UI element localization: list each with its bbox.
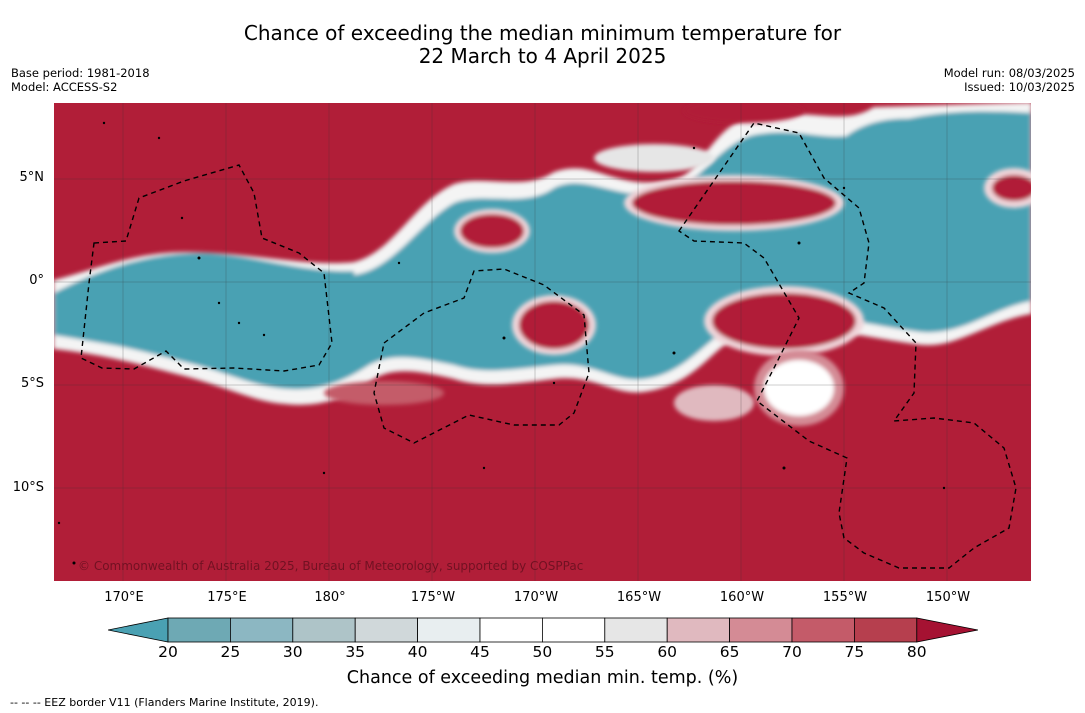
red-blob-3-core <box>519 301 589 349</box>
colorbar-tick-label: 20 <box>158 643 178 661</box>
colorbar-segment <box>354 617 418 643</box>
teal-northeast-blob <box>844 103 1031 224</box>
red-blob-4-core <box>712 293 856 349</box>
lon-label-170w: 170°W <box>513 590 559 605</box>
lat-label-5s: 5°S <box>20 376 44 391</box>
colorbar-segment <box>854 617 918 643</box>
colorbar-segment <box>729 617 793 643</box>
colorbar-segment <box>666 617 731 643</box>
red-blobs <box>454 103 1031 356</box>
colorbar-tick-label: 50 <box>532 643 553 661</box>
title-line-1: Chance of exceeding the median minimum t… <box>243 21 842 45</box>
colorbar-tick-label: 40 <box>407 643 428 661</box>
red-blob-5-core <box>992 175 1031 201</box>
neutral-patches <box>324 144 844 426</box>
colorbar-tick-label: 55 <box>594 643 615 661</box>
colorbar <box>108 617 978 643</box>
colorbar-arrow-low <box>108 617 169 643</box>
colorbar-tick-label: 80 <box>906 643 927 661</box>
colorbar-segment <box>167 617 231 643</box>
teal-west-lobe <box>54 253 354 358</box>
issued-date: Issued: 10/03/2025 <box>964 80 1075 94</box>
meta-left: Base period: 1981-2018 Model: ACCESS-S2 <box>11 66 150 94</box>
colorbar-segment <box>541 617 606 643</box>
white-patch-south <box>764 360 834 416</box>
meta-right: Model run: 08/03/2025 Issued: 10/03/2025 <box>944 66 1075 94</box>
colorbar-arrow-high <box>916 617 978 643</box>
copyright-notice: © Commonwealth of Australia 2025, Bureau… <box>78 559 584 573</box>
map-title: Chance of exceeding the median minimum t… <box>0 22 1085 68</box>
base-period: Base period: 1981-2018 <box>11 66 150 80</box>
colorbar-segment <box>292 617 356 643</box>
lon-label-180: 180° <box>314 590 346 605</box>
colorbar-label: Chance of exceeding median min. temp. (%… <box>346 668 739 688</box>
colorbar-tick-label: 45 <box>470 643 490 661</box>
model-name: Model: ACCESS-S2 <box>11 80 118 94</box>
lat-label-10s: 10°S <box>12 480 44 495</box>
lon-label-175w: 175°W <box>410 590 456 605</box>
lon-label-165w: 165°W <box>616 590 662 605</box>
colorbar-tick-label: 30 <box>282 643 303 661</box>
lon-label-170e: 170°E <box>104 590 144 605</box>
eez-footnote: -- -- -- EEZ border V11 (Flanders Marine… <box>10 696 319 709</box>
colorbar-tick-label: 65 <box>719 643 740 661</box>
eez-tuvalu-tokelau <box>373 268 590 444</box>
title-line-2: 22 March to 4 April 2025 <box>418 44 667 68</box>
probability-map <box>54 103 1031 581</box>
model-run: Model run: 08/03/2025 <box>943 66 1075 80</box>
eez-kiribati-gilberts <box>80 164 333 372</box>
colorbar-segment <box>417 617 481 643</box>
colorbar-tick-label: 60 <box>657 643 678 661</box>
graticule <box>54 103 1031 581</box>
islands <box>57 121 946 565</box>
eez-line-islands <box>678 122 1017 569</box>
colorbar-segment <box>604 617 668 643</box>
lon-label-175e: 175°E <box>207 590 247 605</box>
colorbar-tick-label: 35 <box>345 643 366 661</box>
red-blob-top <box>684 103 804 123</box>
lon-label-150w: 150°W <box>925 590 971 605</box>
colorbar-tick-label: 75 <box>844 643 865 661</box>
lon-label-155w: 155°W <box>822 590 868 605</box>
colorbar-tick-label: 25 <box>220 643 241 661</box>
eez-borders <box>80 122 1017 569</box>
red-blob-1-core <box>460 214 524 248</box>
grey-patch-north <box>594 144 714 172</box>
lon-label-160w: 160°W <box>719 590 765 605</box>
colorbar-tick-label: 70 <box>782 643 802 661</box>
red-blob-2-core <box>632 181 836 225</box>
lat-label-0: 0° <box>29 273 44 288</box>
colorbar-segment <box>791 617 855 643</box>
pink-patch-south <box>674 385 754 421</box>
pink-patch-west <box>324 381 444 405</box>
colorbar-segment <box>230 617 294 643</box>
colorbar-segment <box>479 617 543 643</box>
lat-label-5n: 5°N <box>19 170 45 185</box>
